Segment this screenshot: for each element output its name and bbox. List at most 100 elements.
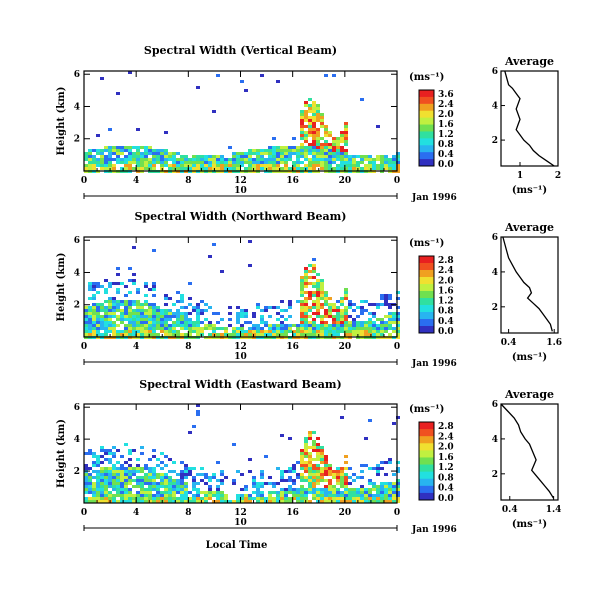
heatmap-cell [280, 315, 284, 318]
heatmap-cell [136, 330, 140, 333]
heatmap-cell [336, 327, 340, 330]
heatmap-cell [92, 164, 96, 167]
heatmap-cell [84, 324, 88, 327]
heatmap-cell [96, 488, 100, 491]
heatmap-cell [392, 330, 396, 333]
heatmap-cell [304, 113, 308, 116]
heatmap-cell [336, 324, 340, 327]
heatmap-cell [200, 479, 204, 482]
heatmap-cell [92, 288, 96, 291]
heatmap-cell [84, 333, 88, 336]
heatmap-cell [136, 158, 140, 161]
heatmap-cell [280, 473, 284, 476]
colorbar-swatch [419, 471, 434, 480]
heatmap-cell [284, 500, 288, 503]
heatmap-cell [96, 282, 100, 285]
heatmap-cell [316, 119, 320, 122]
heatmap-cell [320, 116, 324, 119]
heatmap-cell [332, 485, 336, 488]
heatmap-cell [332, 494, 336, 497]
heatmap-cell [164, 297, 168, 300]
heatmap-cell [300, 309, 304, 312]
heatmap-cell [268, 167, 272, 170]
average-x-tick-label: 0.4 [501, 338, 517, 348]
heatmap-cell [188, 161, 192, 164]
heatmap-cell [140, 330, 144, 333]
heatmap-cell [220, 318, 224, 321]
heatmap-cell [288, 315, 292, 318]
heatmap-cell [236, 494, 240, 497]
heatmap-cell [96, 285, 100, 288]
heatmap-cell [160, 491, 164, 494]
heatmap-cell [204, 476, 208, 479]
heatmap-cell [288, 149, 292, 152]
heatmap-cell [192, 488, 196, 491]
heatmap-cell [156, 333, 160, 336]
y-tick-label: 6 [74, 403, 80, 413]
heatmap-cell [340, 164, 344, 167]
heatmap-cell [328, 470, 332, 473]
x-tick-label: 0 [81, 342, 87, 352]
heatmap-cell [252, 485, 256, 488]
heatmap-cell [240, 158, 244, 161]
heatmap-cell [120, 470, 124, 473]
heatmap-cell [308, 291, 312, 294]
heatmap-cell [124, 500, 128, 503]
heatmap-cell [332, 330, 336, 333]
heatmap-cell [124, 149, 128, 152]
heatmap-cell [276, 152, 280, 155]
heatmap-cell [332, 140, 336, 143]
heatmap-cell [108, 327, 112, 330]
heatmap-cell [140, 333, 144, 336]
heatmap-cell [116, 470, 120, 473]
heatmap-cell [248, 470, 252, 473]
heatmap-cell [264, 330, 268, 333]
average-x-label: (ms⁻¹) [512, 352, 547, 363]
heatmap-cell [280, 500, 284, 503]
heatmap-cell [156, 500, 160, 503]
heatmap-cell [240, 494, 244, 497]
heatmap-cell [220, 470, 224, 473]
heatmap-cell [380, 324, 384, 327]
heatmap-cell [164, 152, 168, 155]
heatmap-cell [316, 497, 320, 500]
heatmap-cell [396, 167, 400, 170]
heatmap-cell [300, 318, 304, 321]
heatmap-cell [184, 164, 188, 167]
heatmap-cell [364, 321, 368, 324]
heatmap-cell [368, 312, 372, 315]
heatmap-cell [312, 303, 316, 306]
heatmap-cell [192, 158, 196, 161]
heatmap-cell [128, 71, 132, 74]
x-tick-label: 20 [339, 176, 352, 186]
heatmap-cell [92, 294, 96, 297]
heatmap-cell [308, 119, 312, 122]
heatmap-cell [304, 104, 308, 107]
heatmap-cell [156, 485, 160, 488]
heatmap-cell [340, 467, 344, 470]
heatmap-cell [332, 306, 336, 309]
heatmap-cell [152, 321, 156, 324]
colorbar-swatch [419, 263, 434, 271]
heatmap-cell [364, 164, 368, 167]
heatmap-cell [132, 300, 136, 303]
heatmap-cell [316, 470, 320, 473]
heatmap-cell [188, 167, 192, 170]
heatmap-cell [256, 161, 260, 164]
colorbar-tick-label: 2.0 [438, 110, 454, 120]
x-tick-label: 16 [286, 508, 299, 518]
heatmap-cell [284, 146, 288, 149]
heatmap-cell [276, 318, 280, 321]
heatmap-cell [344, 161, 348, 164]
heatmap-cell [244, 167, 248, 170]
heatmap-cell [184, 167, 188, 170]
colorbar-swatch [419, 319, 434, 327]
heatmap-cell [88, 324, 92, 327]
heatmap-cell [372, 333, 376, 336]
heatmap-cell [344, 143, 348, 146]
heatmap-cell [148, 458, 152, 461]
heatmap-cell [356, 161, 360, 164]
heatmap-cell [128, 479, 132, 482]
heatmap-cell [372, 482, 376, 485]
